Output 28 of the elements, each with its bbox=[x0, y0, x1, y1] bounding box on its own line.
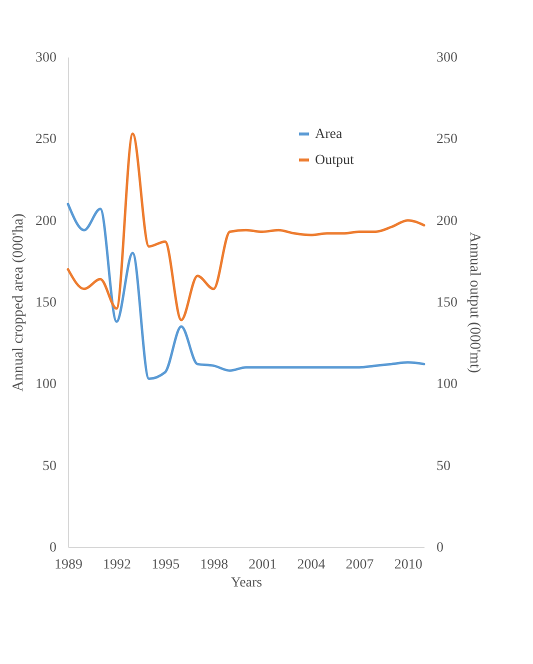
legend-label: Area bbox=[315, 127, 343, 142]
y-tick-label: 100 bbox=[36, 377, 56, 392]
y2-axis-title: Annual output (000'mt) bbox=[466, 232, 482, 374]
y2-tick-label: 300 bbox=[436, 50, 458, 66]
y2-tick-label: 50 bbox=[436, 458, 450, 474]
y-tick-label: 300 bbox=[36, 50, 56, 66]
legend-label: Output bbox=[315, 153, 354, 168]
y-tick-label: 150 bbox=[36, 296, 56, 310]
y2-tick-label: 100 bbox=[436, 377, 458, 392]
x-tick-label: 1998 bbox=[200, 558, 228, 572]
y-tick-label: 50 bbox=[42, 458, 56, 474]
line-series bbox=[66, 202, 426, 380]
x-tick-label: 1992 bbox=[103, 558, 132, 572]
y-tick-label: 250 bbox=[36, 132, 56, 148]
y2-tick-label: 150 bbox=[436, 296, 458, 310]
x-tick-label: 2001 bbox=[248, 558, 277, 572]
y2-tick-label: 200 bbox=[436, 214, 458, 229]
y-tick-label: 0 bbox=[50, 540, 56, 556]
y2-tick-label: 250 bbox=[436, 132, 458, 148]
x-tick-label: 2004 bbox=[297, 558, 326, 572]
x-tick-label: 1989 bbox=[54, 558, 82, 572]
y-tick-label: 200 bbox=[36, 214, 56, 229]
y-axis-title: Annual cropped area (000'ha) bbox=[10, 213, 26, 392]
y2-tick-label: 0 bbox=[436, 540, 444, 556]
x-axis-title: Years bbox=[230, 576, 262, 590]
x-tick-label: 2007 bbox=[346, 558, 374, 572]
x-tick-label: 2010 bbox=[394, 558, 422, 572]
x-tick-label: 1995 bbox=[152, 558, 180, 572]
